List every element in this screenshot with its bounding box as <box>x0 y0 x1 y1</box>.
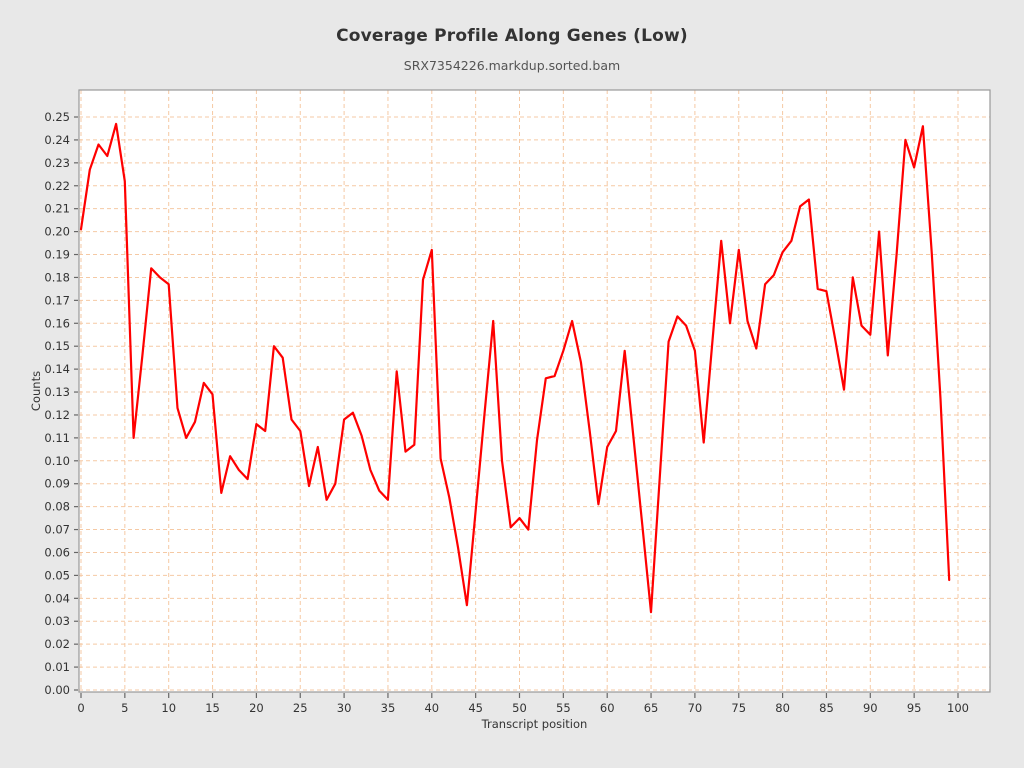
y-tick-label: 0.25 <box>44 110 70 124</box>
x-tick-label: 15 <box>205 701 220 715</box>
y-axis-label: Counts <box>29 370 43 412</box>
y-tick-label: 0.02 <box>44 637 70 651</box>
x-tick-label: 0 <box>77 701 84 715</box>
x-tick-label: 75 <box>731 701 746 715</box>
chart-title: Coverage Profile Along Genes (Low) <box>336 26 688 46</box>
plot-frame <box>78 89 991 693</box>
x-tick-label: 70 <box>688 701 703 715</box>
y-tick-label: 0.14 <box>44 362 70 376</box>
y-tick-label: 0.24 <box>44 133 70 147</box>
x-tick-label: 80 <box>775 701 790 715</box>
x-tick-label: 10 <box>161 701 176 715</box>
x-tick-label: 65 <box>644 701 659 715</box>
x-tick-label: 85 <box>819 701 834 715</box>
x-tick-label: 55 <box>556 701 571 715</box>
y-tick-label: 0.01 <box>44 660 70 674</box>
coverage-line <box>79 122 951 614</box>
y-tick-label: 0.17 <box>44 293 70 307</box>
y-tick-label: 0.22 <box>44 179 70 193</box>
y-tick-label: 0.06 <box>44 545 70 559</box>
x-tick-label: 30 <box>337 701 352 715</box>
x-tick-label: 60 <box>600 701 615 715</box>
y-tick-label: 0.19 <box>44 248 70 262</box>
x-tick-label: 95 <box>907 701 922 715</box>
x-tick-label: 45 <box>468 701 483 715</box>
x-tick-label: 40 <box>424 701 439 715</box>
y-tick-label: 0.10 <box>44 454 70 468</box>
y-tick-label: 0.08 <box>44 500 70 514</box>
y-tick-label: 0.12 <box>44 408 70 422</box>
y-tick-label: 0.03 <box>44 614 70 628</box>
y-tick-label: 0.18 <box>44 270 70 284</box>
x-tick-label: 20 <box>249 701 264 715</box>
x-tick-label: 100 <box>947 701 969 715</box>
y-tick-label: 0.13 <box>44 385 70 399</box>
y-tick-label: 0.20 <box>44 225 70 239</box>
y-tick-label: 0.05 <box>44 568 70 582</box>
x-tick-label: 50 <box>512 701 527 715</box>
y-tick-label: 0.21 <box>44 202 70 216</box>
x-tick-label: 90 <box>863 701 878 715</box>
chart-subtitle: SRX7354226.markdup.sorted.bam <box>403 58 621 73</box>
x-tick-label: 5 <box>121 701 128 715</box>
y-tick-label: 0.11 <box>44 431 70 445</box>
x-tick-label: 35 <box>381 701 396 715</box>
y-tick-label: 0.15 <box>44 339 70 353</box>
y-tick-label: 0.23 <box>44 156 70 170</box>
y-tick-label: 0.07 <box>44 523 70 537</box>
x-axis-label: Transcript position <box>481 717 588 731</box>
x-tick-label: 25 <box>293 701 308 715</box>
y-tick-label: 0.00 <box>44 683 70 697</box>
y-tick-label: 0.09 <box>44 477 70 491</box>
plot-area <box>79 90 990 692</box>
y-tick-label: 0.16 <box>44 316 70 330</box>
y-tick-label: 0.04 <box>44 591 70 605</box>
